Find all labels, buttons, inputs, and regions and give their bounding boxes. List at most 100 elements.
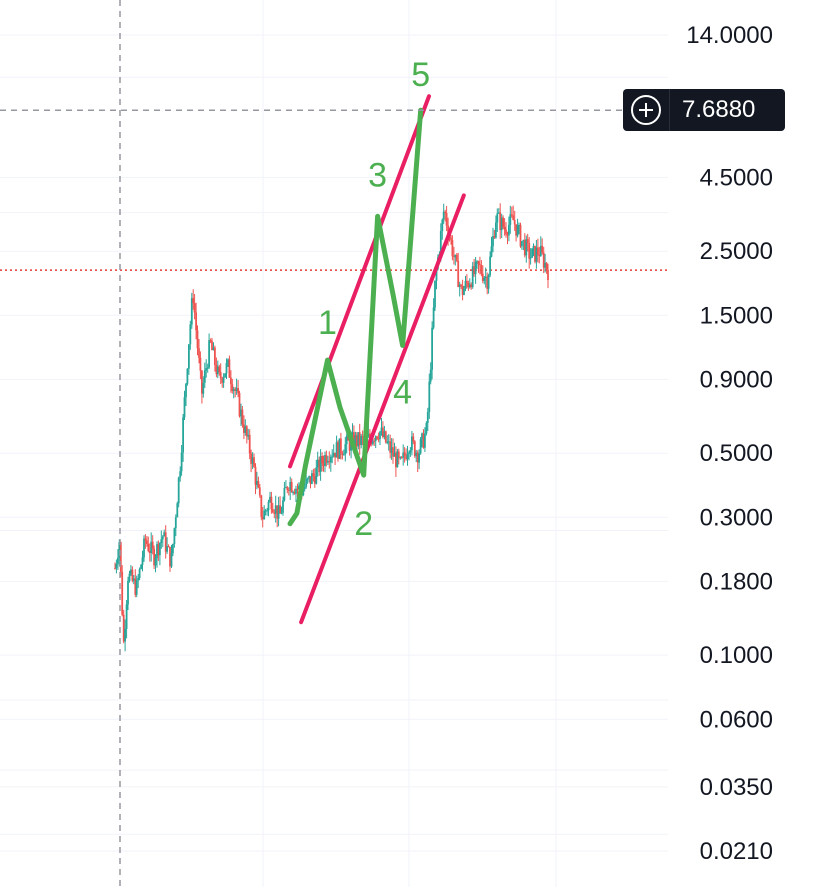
- candle-body: [541, 245, 544, 253]
- candle-body: [506, 234, 509, 236]
- y-tick-label: 2.5000: [700, 238, 773, 265]
- candle-body: [489, 256, 491, 276]
- candle-body: [377, 438, 380, 440]
- candle-body: [337, 442, 339, 459]
- price-tag-divider: [669, 89, 670, 131]
- candle-body: [460, 284, 462, 286]
- candle-body: [167, 546, 170, 548]
- candle-body: [179, 471, 182, 478]
- candle-body: [290, 482, 293, 492]
- candle-body: [147, 544, 150, 551]
- candle-body: [303, 486, 306, 490]
- candle-body: [247, 434, 250, 437]
- candle-body: [164, 532, 167, 552]
- price-axis[interactable]: 14.0000 4.5000 2.5000 1.5000 0.9000 0.5000 0.3…: [686, 22, 773, 865]
- candle-body: [309, 476, 312, 484]
- candle-body: [282, 500, 284, 513]
- candle-body: [432, 307, 435, 328]
- candle-body: [403, 452, 406, 456]
- candle-body: [174, 517, 177, 529]
- candle-body: [199, 357, 202, 371]
- candle-body: [173, 528, 176, 545]
- candle-body: [509, 214, 512, 225]
- y-tick-label: 4.5000: [700, 164, 773, 191]
- candle-body: [216, 366, 219, 375]
- y-tick-label: 0.1000: [700, 642, 773, 669]
- candle-body: [358, 432, 361, 445]
- candle-body: [205, 368, 208, 371]
- candle-body: [535, 247, 538, 262]
- candle-body: [243, 424, 245, 433]
- candle-body: [206, 367, 209, 369]
- add-alert-icon[interactable]: [631, 95, 661, 125]
- candle-body: [513, 220, 516, 225]
- candle-body: [484, 276, 487, 278]
- candle-body: [270, 496, 273, 510]
- crosshair-price-tag[interactable]: 7.6880: [623, 89, 785, 131]
- candle-body: [392, 447, 394, 457]
- candle-body: [505, 229, 507, 235]
- candle-body: [490, 246, 493, 257]
- candle-body: [389, 441, 392, 453]
- y-tick-label: 0.0600: [700, 706, 773, 733]
- candle-body: [277, 505, 280, 519]
- candle-body: [542, 252, 545, 268]
- candle-body: [454, 254, 457, 258]
- candle-body: [373, 440, 376, 442]
- candle-body: [257, 481, 260, 488]
- candle-body: [119, 542, 122, 572]
- candle-body: [367, 433, 370, 437]
- candle-body: [188, 344, 190, 369]
- y-tick-label: 0.5000: [700, 440, 773, 467]
- candle-body: [434, 280, 436, 308]
- candle-body: [198, 348, 200, 358]
- candle-body: [341, 453, 344, 455]
- candle-body: [395, 452, 397, 468]
- candle-body: [519, 224, 522, 247]
- candle-body: [442, 211, 445, 220]
- candle-body: [413, 441, 416, 457]
- trend-channel[interactable]: [288, 94, 466, 625]
- crosshair: [0, 0, 623, 887]
- candle-body: [466, 280, 468, 284]
- candle-body: [425, 422, 428, 434]
- candle-body: [461, 285, 464, 295]
- candle-body: [508, 224, 510, 236]
- candle-body: [522, 239, 525, 242]
- candle-body: [369, 433, 371, 439]
- candle-body: [500, 217, 503, 231]
- candle-body: [161, 536, 164, 540]
- candle-body: [477, 261, 480, 265]
- candle-body: [499, 212, 502, 231]
- elliott-wave[interactable]: 1 2 3 4 5: [287, 56, 430, 543]
- candle-body: [182, 417, 184, 453]
- candle-body: [214, 347, 216, 365]
- wave-label-5: 5: [411, 56, 430, 94]
- chart-grid: [0, 0, 668, 887]
- candle-body: [441, 219, 444, 232]
- candle-body: [190, 298, 193, 325]
- candle-body: [283, 487, 286, 501]
- candle-body: [483, 277, 486, 281]
- candle-body: [492, 236, 494, 247]
- candle-body: [195, 312, 197, 331]
- candle-body: [545, 262, 548, 270]
- candle-body: [348, 440, 351, 451]
- candle-body: [180, 452, 183, 472]
- candle-body: [130, 569, 132, 574]
- candle-body: [419, 439, 422, 454]
- candle-body: [422, 433, 425, 448]
- candle-body: [457, 260, 460, 287]
- candle-body: [302, 489, 305, 496]
- candle-body: [412, 436, 415, 442]
- candle-body: [539, 245, 542, 256]
- candle-body: [335, 442, 338, 458]
- candle-body: [140, 564, 142, 569]
- wave-label-3: 3: [368, 156, 387, 194]
- candle-body: [313, 476, 316, 484]
- candle-body: [515, 224, 517, 236]
- candle-body: [455, 254, 458, 261]
- candle-body: [292, 492, 294, 493]
- candle-body: [115, 563, 118, 569]
